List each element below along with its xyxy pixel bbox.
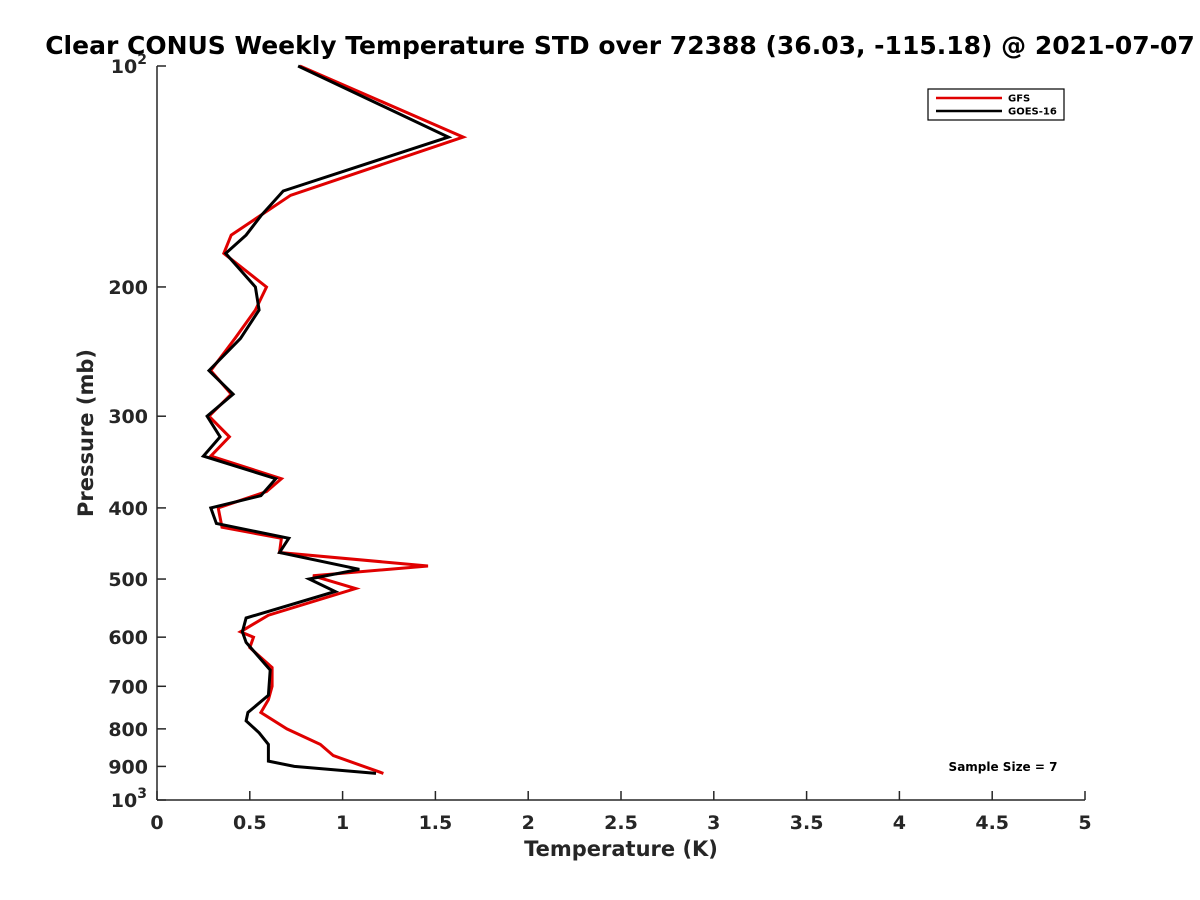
series-line-goes-16 <box>200 64 453 775</box>
series-line-gfs <box>206 64 468 775</box>
y-tick-label: 200 <box>108 277 148 299</box>
legend-box <box>927 88 1065 121</box>
legend-label: GFS <box>1008 94 1030 105</box>
x-tick-label: 5 <box>1078 812 1091 834</box>
y-tick-label: 800 <box>108 719 148 741</box>
x-tick-label: 0 <box>150 812 163 834</box>
y-tick-exponent: 2 <box>137 52 147 68</box>
y-tick-exponent: 3 <box>137 786 147 802</box>
x-ticks: 0 0.5 1 1.5 2 2.5 3 3.5 4 4.5 5 <box>150 791 1092 834</box>
x-tick-label: 2.5 <box>604 812 638 834</box>
y-tick-label: 900 <box>108 756 148 778</box>
y-tick-label: 600 <box>108 627 148 649</box>
x-tick-label: 3.5 <box>790 812 824 834</box>
sample-size-annotation: Sample Size = 7 <box>949 760 1058 774</box>
y-tick-label: 500 <box>108 569 148 591</box>
x-tick-label: 4.5 <box>975 812 1009 834</box>
y-tick-base: 10 <box>111 56 137 78</box>
y-tick-label: 102 <box>111 52 147 78</box>
y-axis-label: Pressure (mb) <box>74 349 98 517</box>
x-tick-label: 3 <box>707 812 720 834</box>
x-tick-label: 2 <box>522 812 535 834</box>
chart-title: Clear CONUS Weekly Temperature STD over … <box>45 31 1195 60</box>
x-tick-label: 4 <box>893 812 906 834</box>
y-tick-label: 700 <box>108 676 148 698</box>
legend-items: GFS GOES-16 <box>936 94 1057 118</box>
legend: GFS GOES-16 <box>927 88 1065 121</box>
x-tick-label: 1 <box>336 812 349 834</box>
y-tick-label: 300 <box>108 406 148 428</box>
legend-label: GOES-16 <box>1008 107 1057 118</box>
y-tick-label: 103 <box>111 786 147 812</box>
x-tick-label: 1.5 <box>419 812 453 834</box>
y-tick-base: 10 <box>111 790 137 812</box>
x-tick-label: 0.5 <box>233 812 267 834</box>
series-layer <box>200 64 468 775</box>
y-tick-label: 400 <box>108 498 148 520</box>
x-axis-label: Temperature (K) <box>524 837 718 861</box>
